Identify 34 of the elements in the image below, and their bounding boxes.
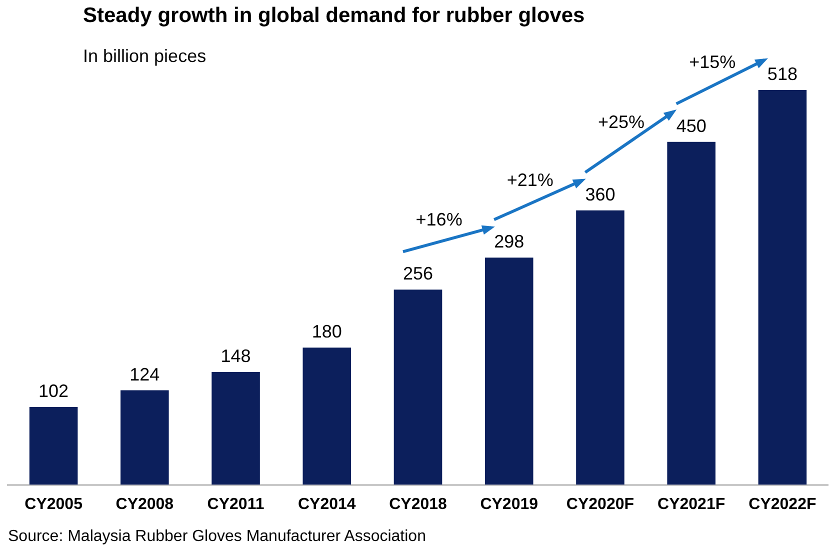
bar <box>212 372 260 485</box>
x-tick-label: CY2005 <box>24 496 83 513</box>
bar <box>29 407 78 485</box>
annotation: +25% <box>598 112 645 132</box>
bar <box>120 390 169 485</box>
data-label: 298 <box>494 232 524 252</box>
chart-title: Steady growth in global demand for rubber gloves <box>83 4 585 28</box>
x-tick-label: CY2021F <box>658 496 726 513</box>
data-label: 360 <box>585 184 616 204</box>
text: +15% <box>689 52 736 72</box>
bar <box>758 90 807 485</box>
data-label: 148 <box>220 346 251 366</box>
annotation: +16% <box>416 210 462 230</box>
data-label: 450 <box>676 116 706 136</box>
data-label: 124 <box>130 364 160 384</box>
x-tick-label: CY2008 <box>116 496 174 513</box>
data-label: 180 <box>312 322 342 342</box>
bar <box>302 348 352 485</box>
x-tick-label: CY2022F <box>748 496 816 513</box>
x-tick-label: CY2014 <box>298 496 356 513</box>
chart-subtitle: In billion pieces <box>83 46 206 67</box>
x-tick-label: CY2020F <box>566 496 634 513</box>
bar <box>667 142 716 485</box>
x-tick-label: CY2019 <box>480 496 538 513</box>
data-label: 256 <box>402 264 434 284</box>
x-tick-label: CY2018 <box>389 496 448 513</box>
bar <box>394 290 442 485</box>
bar <box>484 258 534 485</box>
bar <box>576 210 624 485</box>
data-label: 102 <box>38 381 69 402</box>
annotation: +21% <box>506 170 554 190</box>
source-note: Source: Malaysia Rubber Gloves Manufacturer Association <box>8 528 426 546</box>
x-tick-label: CY2011 <box>207 496 264 513</box>
data-label: 518 <box>767 64 798 84</box>
